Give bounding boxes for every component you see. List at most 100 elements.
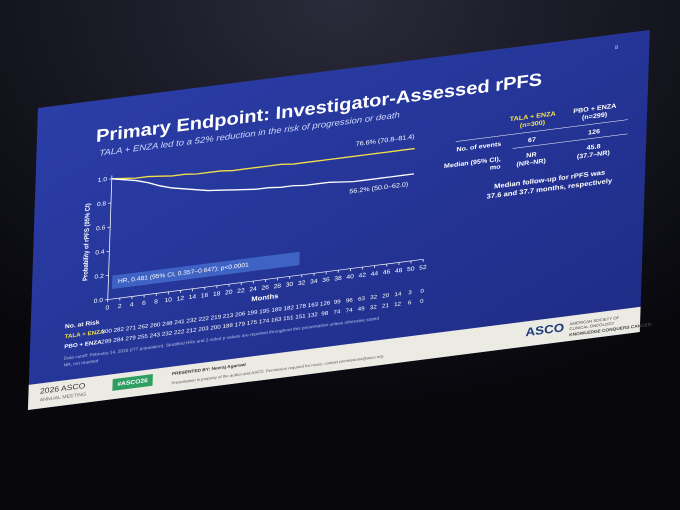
- slide-bg: [27, 29, 650, 411]
- y-tick-label: 0.6: [96, 225, 106, 233]
- x-tick-label: 32: [298, 280, 306, 288]
- table-header: (n=299): [582, 112, 607, 122]
- x-tick-label: 2: [118, 303, 122, 310]
- risk-count: 175: [247, 320, 258, 327]
- x-tick-label: 22: [237, 287, 245, 295]
- x-tick-label: 48: [395, 267, 403, 275]
- risk-count: 74: [345, 308, 353, 315]
- risk-count: 262: [138, 324, 149, 331]
- risk-count: 195: [259, 308, 270, 315]
- risk-count: 299: [101, 339, 112, 346]
- society: CLINICAL ONCOLOGY: [569, 321, 615, 331]
- table-header: (n=300): [520, 120, 545, 130]
- risk-count: 232: [162, 331, 173, 338]
- x-tick-label: 4: [130, 302, 134, 309]
- risk-count: 178: [296, 304, 307, 311]
- x-tick-label: 6: [142, 300, 146, 307]
- risk-count: 12: [394, 302, 401, 308]
- slide-number: 8: [615, 45, 618, 51]
- x-tick-label: 26: [261, 284, 269, 292]
- risk-count: 271: [126, 325, 137, 332]
- x-tick-label: 14: [189, 294, 197, 302]
- risk-count: 260: [150, 322, 161, 329]
- risk-label: TALA + ENZA: [65, 329, 106, 340]
- risk-count: 32: [370, 295, 377, 301]
- hr-box: [111, 251, 300, 290]
- x-tick-label: 8: [154, 298, 158, 305]
- risk-count: 243: [150, 332, 161, 339]
- y-axis-title: Probability of rPFS (95% CI): [82, 203, 92, 281]
- y-axis: [107, 175, 113, 300]
- x-tick-label: 28: [274, 283, 282, 291]
- risk-count: 74: [333, 309, 341, 316]
- risk-count: 284: [113, 337, 124, 344]
- risk-count: 174: [259, 318, 270, 325]
- y-tick-label: 0.8: [97, 200, 107, 208]
- risk-count: 151: [283, 315, 294, 322]
- y-tick-label: 1.0: [98, 176, 108, 184]
- hashtag: #ASCO26: [117, 377, 148, 387]
- x-tick-label: 40: [346, 273, 354, 281]
- x-tick-label: 24: [249, 286, 257, 294]
- risk-count: 3: [408, 290, 412, 296]
- risk-count: 189: [271, 307, 282, 314]
- risk-count: 99: [334, 299, 341, 305]
- risk-count: 96: [346, 298, 353, 304]
- footnote: NR, not reached: [64, 358, 99, 367]
- x-tick-label: 50: [407, 266, 415, 274]
- risk-count: 200: [210, 325, 221, 332]
- risk-count: 132: [307, 312, 318, 319]
- risk-count: 279: [125, 336, 136, 343]
- logo: ASCO: [525, 321, 564, 339]
- risk-count: 248: [162, 321, 173, 328]
- x-tick-label: 46: [383, 269, 391, 277]
- society: AMERICAN SOCIETY OF: [570, 315, 620, 326]
- risk-count: 179: [235, 322, 246, 329]
- risk-count: 14: [394, 292, 402, 299]
- meeting: ANNUAL MEETING: [40, 392, 87, 404]
- risk-count: 151: [295, 314, 306, 321]
- x-tick-label: 20: [225, 289, 233, 297]
- x-tick-label: 16: [201, 292, 209, 300]
- risk-count: 219: [211, 315, 222, 322]
- risk-count: 0: [420, 289, 424, 295]
- x-tick-label: 34: [310, 278, 318, 286]
- x-tick-label: 0: [106, 305, 110, 312]
- risk-count: 232: [186, 318, 197, 325]
- x-tick-label: 10: [164, 297, 172, 305]
- risk-count: 213: [223, 313, 234, 320]
- risk-count: 0: [420, 299, 424, 305]
- risk-count: 199: [247, 310, 258, 317]
- table-cell: (NR–NR): [516, 158, 546, 168]
- table-cell: (37.7–NR): [577, 150, 610, 161]
- risk-count: 49: [358, 306, 365, 312]
- table-rule: [455, 119, 628, 142]
- risk-count: 300: [101, 328, 112, 335]
- footer-band: [27, 306, 641, 411]
- x-axis: [107, 259, 424, 300]
- x-tick-label: 38: [334, 275, 342, 283]
- x-axis-title: Months: [251, 291, 278, 303]
- risk-count: 182: [283, 305, 294, 312]
- y-tick-label: 0.4: [95, 249, 105, 257]
- risk-count: 206: [235, 312, 246, 319]
- x-tick-label: 42: [358, 272, 366, 280]
- risk-count: 222: [198, 316, 209, 323]
- x-tick-label: 12: [176, 295, 184, 303]
- survival-curve: [111, 173, 415, 192]
- table-cell: 126: [588, 128, 600, 136]
- risk-count: 203: [198, 326, 209, 333]
- risk-count: 212: [186, 328, 197, 335]
- risk-count: 20: [382, 293, 390, 300]
- risk-count: 98: [321, 311, 328, 317]
- hashtag-box: [112, 374, 153, 391]
- risk-title: No. at Risk: [65, 319, 100, 330]
- x-tick-label: 36: [322, 276, 330, 284]
- risk-count: 282: [114, 327, 125, 334]
- risk-count: 255: [137, 334, 148, 341]
- survival-curve: [111, 147, 415, 180]
- x-tick-label: 44: [371, 270, 379, 278]
